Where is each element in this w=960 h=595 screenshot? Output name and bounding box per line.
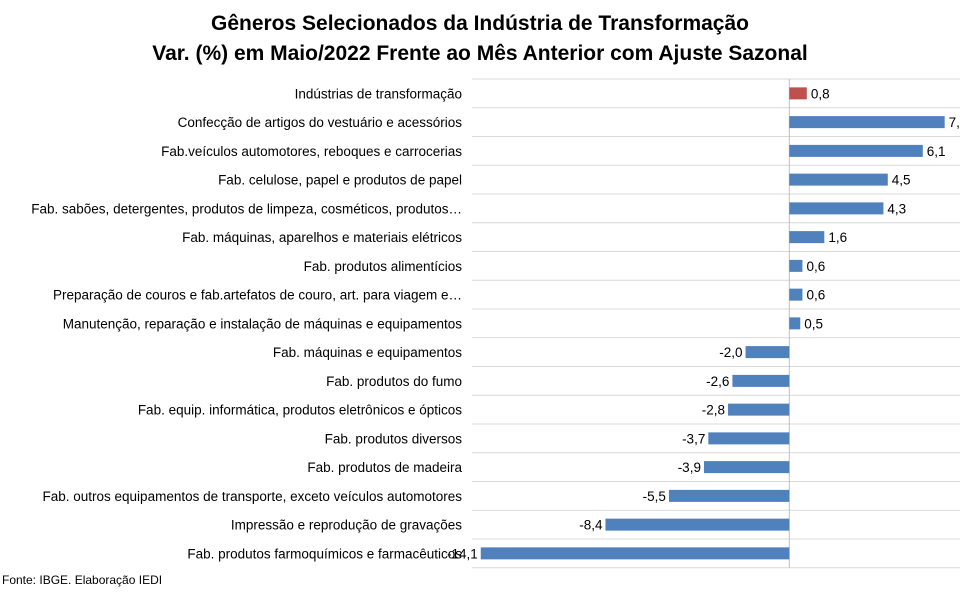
value-label: -5,5 — [643, 489, 666, 504]
bar — [789, 144, 923, 157]
value-label: -2,6 — [706, 374, 729, 389]
bar — [732, 374, 790, 387]
category-label: Fab. produtos farmoquímicos e farmacêuti… — [187, 546, 462, 561]
value-label: 6,1 — [927, 144, 946, 159]
category-label: Fab. produtos do fumo — [326, 374, 462, 389]
value-label: -2,0 — [719, 345, 742, 360]
category-label: Fab.veículos automotores, reboques e car… — [161, 144, 462, 159]
bar — [745, 346, 790, 359]
source-note: Fonte: IBGE. Elaboração IEDI — [2, 573, 163, 587]
category-label: Fab. produtos diversos — [325, 431, 463, 446]
category-label: Impressão e reprodução de gravações — [231, 518, 462, 533]
category-label: Indústrias de transformação — [295, 86, 462, 101]
bar — [789, 173, 888, 186]
bar — [728, 403, 790, 416]
chart-title-line-1: Gêneros Selecionados da Indústria de Tra… — [210, 12, 749, 35]
category-label: Fab. máquinas e equipamentos — [273, 345, 462, 360]
category-label: Confecção de artigos do vestuário e aces… — [178, 115, 463, 130]
value-label: 7,1 — [949, 115, 960, 130]
bar — [480, 547, 790, 560]
value-label: 0,6 — [806, 259, 825, 274]
category-label: Fab. produtos de madeira — [307, 460, 462, 475]
category-label: Fab. sabões, detergentes, produtos de li… — [31, 201, 462, 216]
category-label: Fab. equip. informática, produtos eletrô… — [138, 403, 462, 418]
bar — [789, 231, 825, 244]
value-label: -3,7 — [682, 431, 705, 446]
value-label: 4,5 — [892, 173, 911, 188]
value-label: -2,8 — [702, 403, 725, 418]
category-label: Fab. máquinas, aparelhos e materiais elé… — [182, 230, 462, 245]
category-label: Preparação de couros e fab.artefatos de … — [53, 288, 462, 303]
bar — [789, 116, 945, 129]
bar — [789, 288, 803, 301]
bar — [789, 259, 803, 272]
bar — [668, 489, 790, 502]
value-label: -3,9 — [678, 460, 701, 475]
bar — [789, 87, 807, 100]
category-label: Fab. produtos alimentícios — [304, 259, 463, 274]
category-label: Fab. outros equipamentos de transporte, … — [43, 489, 463, 504]
bar — [708, 432, 790, 445]
category-label: Fab. celulose, papel e produtos de papel — [218, 173, 462, 188]
bar — [605, 518, 790, 531]
bar — [703, 461, 790, 474]
value-label: 0,8 — [811, 86, 830, 101]
value-label: -14,1 — [447, 546, 478, 561]
chart-title-line-2: Var. (%) em Maio/2022 Frente ao Mês Ante… — [152, 42, 808, 65]
value-label: 0,6 — [806, 288, 825, 303]
bar — [789, 317, 801, 330]
value-label: 0,5 — [804, 316, 823, 331]
category-label: Manutenção, reparação e instalação de má… — [63, 316, 463, 331]
value-label: 4,3 — [887, 201, 906, 216]
bar — [789, 202, 884, 215]
value-label: 1,6 — [828, 230, 847, 245]
value-label: -8,4 — [579, 518, 603, 533]
